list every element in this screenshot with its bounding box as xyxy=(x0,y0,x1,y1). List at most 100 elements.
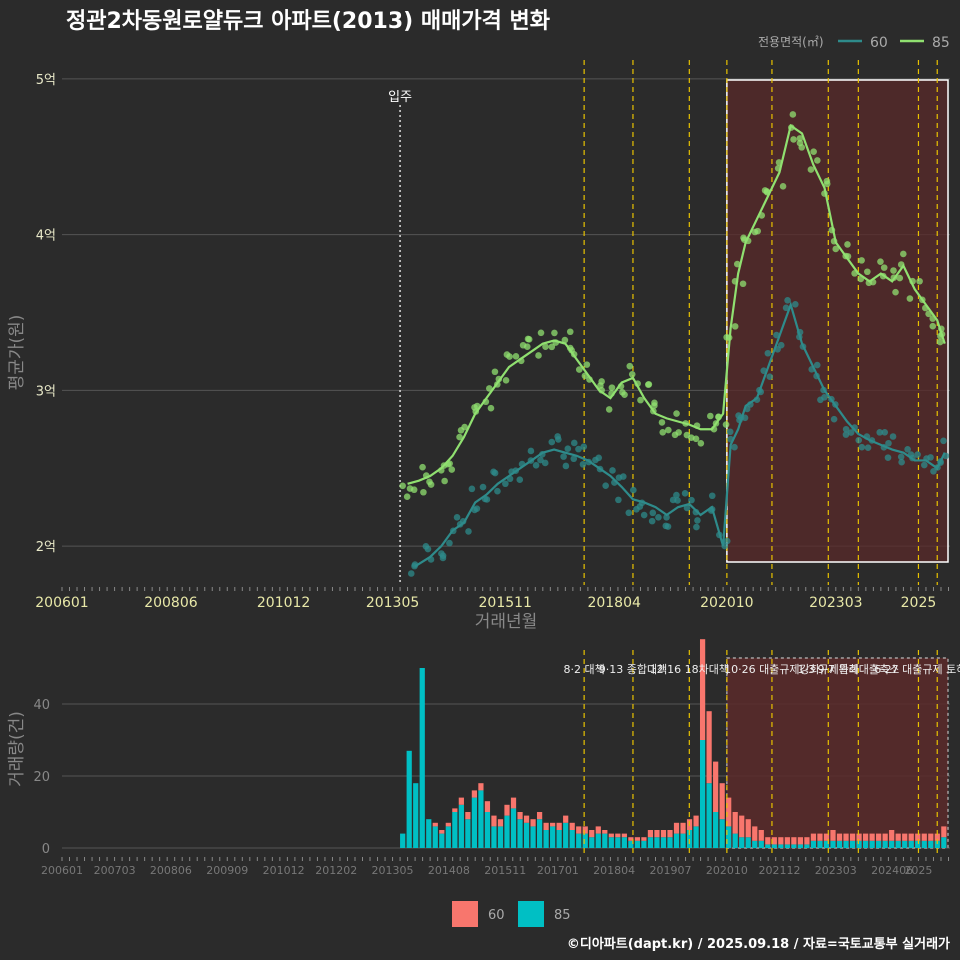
price-y-tick-label: 2억 xyxy=(36,540,56,555)
volume-bar-85 xyxy=(902,840,908,848)
price-point-60 xyxy=(898,458,905,466)
price-point-60 xyxy=(602,482,609,489)
price-point-85 xyxy=(796,135,804,142)
price-point-85 xyxy=(551,329,558,337)
volume-bar-85 xyxy=(915,840,921,848)
volume-bar-60 xyxy=(536,812,543,820)
price-point-60 xyxy=(453,514,461,521)
price-point-60 xyxy=(479,483,487,491)
volume-bar-85 xyxy=(862,840,869,848)
price-point-85 xyxy=(506,353,513,360)
price-point-60 xyxy=(491,469,499,477)
price-x-tick-label: 200601 xyxy=(35,595,88,611)
volume-bar-85 xyxy=(673,833,680,848)
volume-bar-60 xyxy=(563,815,569,823)
volume-bar-85 xyxy=(484,812,491,848)
volume-bar-60 xyxy=(458,797,464,805)
volume-bar-85 xyxy=(569,830,575,848)
volume-x-tick-label: 201511 xyxy=(484,864,526,877)
volume-bar-60 xyxy=(928,833,934,841)
volume-bar-60 xyxy=(758,830,764,841)
volume-bar-85 xyxy=(445,826,451,848)
price-point-85 xyxy=(814,157,821,164)
volume-bar-60 xyxy=(439,830,445,834)
price-point-85 xyxy=(644,381,652,388)
volume-legend-swatch-85 xyxy=(518,901,544,927)
volume-axes: 200601 200703 200806 200909 201012 201202 2013… xyxy=(7,711,949,877)
volume-bar-85 xyxy=(791,844,797,848)
volume-bar-85 xyxy=(823,840,830,848)
price-point-60 xyxy=(636,503,644,510)
volume-bar-85 xyxy=(882,840,888,848)
price-chart: 2억 3억 4억 5억 입주 200601 200806 201012 201305 2015… xyxy=(7,60,950,632)
price-point-60 xyxy=(502,480,509,488)
volume-bar-85 xyxy=(876,840,882,848)
volume-bar-85 xyxy=(517,819,523,848)
price-point-60 xyxy=(881,429,889,436)
price-x-tick-label: 202010 xyxy=(700,595,753,611)
volume-bar-60 xyxy=(869,833,875,841)
volume-bar-60 xyxy=(830,830,836,841)
volume-bar-60 xyxy=(582,826,588,834)
price-y-tick-label: 4억 xyxy=(36,229,56,244)
volume-bar-60 xyxy=(491,815,497,827)
volume-bar-60 xyxy=(784,837,790,845)
volume-bar-60 xyxy=(556,822,562,830)
volume-bar-60 xyxy=(628,837,634,841)
policy-label: 8·2 대책 xyxy=(564,663,605,676)
policy-label: 12·16 18차대책 xyxy=(650,663,729,676)
volume-bar-60 xyxy=(621,833,627,838)
price-point-60 xyxy=(940,437,947,445)
volume-bar-60 xyxy=(543,822,549,830)
price-line-85 xyxy=(407,123,946,485)
price-point-85 xyxy=(798,144,806,151)
volume-bar-85 xyxy=(843,840,849,848)
volume-bar-60 xyxy=(615,833,621,838)
volume-bar-60 xyxy=(823,833,830,841)
volume-bar-85 xyxy=(602,833,608,848)
volume-bar-60 xyxy=(517,812,523,820)
price-point-85 xyxy=(707,412,714,420)
price-point-85 xyxy=(697,439,705,447)
price-point-60 xyxy=(782,304,790,312)
volume-bar-85 xyxy=(934,840,940,848)
price-point-60 xyxy=(889,433,897,440)
volume-bar-60 xyxy=(432,822,438,827)
price-point-60 xyxy=(914,451,921,458)
price-point-60 xyxy=(630,486,637,494)
price-point-85 xyxy=(810,148,817,155)
volume-highlight-region xyxy=(726,658,948,848)
volume-bar-60 xyxy=(550,822,556,827)
volume-bar-60 xyxy=(595,826,601,834)
volume-bar-85 xyxy=(778,844,784,848)
volume-bar-85 xyxy=(510,808,517,848)
price-point-85 xyxy=(754,227,761,235)
volume-bar-60 xyxy=(902,833,908,841)
price-x-tick-label: 201804 xyxy=(587,595,641,611)
volume-bar-85 xyxy=(465,819,471,848)
price-highlight-region xyxy=(726,80,948,562)
price-point-60 xyxy=(681,490,689,497)
volume-legend-swatch-60 xyxy=(452,901,478,927)
price-point-85 xyxy=(739,280,747,288)
volume-bar-60 xyxy=(817,833,823,841)
price-point-60 xyxy=(465,528,472,535)
price-point-85 xyxy=(512,353,520,360)
price-point-60 xyxy=(694,517,701,524)
volume-bar-60 xyxy=(667,830,673,838)
price-point-85 xyxy=(605,406,613,413)
volume-bar-60 xyxy=(797,837,804,845)
price-point-60 xyxy=(813,361,821,369)
price-point-60 xyxy=(885,439,892,447)
volume-bar-60 xyxy=(576,826,582,834)
price-point-85 xyxy=(936,338,944,346)
volume-x-tick-label: 200703 xyxy=(94,864,136,877)
volume-bar-85 xyxy=(628,840,634,848)
price-point-85 xyxy=(523,343,531,350)
price-point-85 xyxy=(461,423,468,431)
price-point-85 xyxy=(790,136,797,143)
price-x-tick-label: 2025 xyxy=(901,595,937,611)
volume-x-tick-label: 201202 xyxy=(315,864,357,877)
volume-bar-85 xyxy=(719,819,725,848)
volume-bar-85 xyxy=(471,797,478,848)
